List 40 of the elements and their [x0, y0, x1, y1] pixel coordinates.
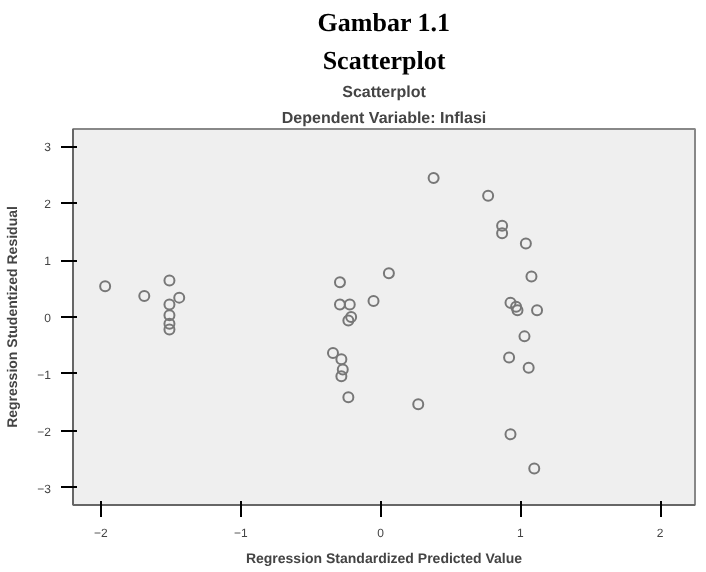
point [525, 270, 538, 283]
point [496, 219, 509, 232]
chart-subtitle: Dependent Variable: Inflasi [281, 109, 487, 127]
point [138, 289, 151, 302]
point [367, 295, 380, 308]
point [504, 296, 517, 309]
point [173, 291, 186, 304]
chart-title: Scatterplot [342, 83, 427, 101]
point [335, 370, 348, 383]
point [333, 298, 346, 311]
point [163, 309, 176, 322]
point [345, 311, 358, 323]
point [336, 363, 349, 376]
point [504, 428, 517, 441]
point [528, 462, 541, 475]
point [99, 280, 112, 293]
point [522, 361, 535, 374]
text: Gambar 1.1 [317, 7, 450, 37]
point [503, 351, 516, 364]
point [510, 300, 523, 313]
point [343, 298, 356, 311]
point [342, 314, 355, 327]
point [511, 304, 524, 317]
point [519, 237, 532, 250]
point [496, 227, 509, 240]
text: Scatterplot [322, 45, 447, 75]
point [427, 172, 440, 184]
point [412, 398, 425, 411]
point [326, 346, 339, 359]
point [482, 189, 495, 202]
point [163, 298, 176, 311]
point [335, 353, 348, 366]
point [163, 323, 176, 336]
point [518, 330, 531, 343]
point [342, 391, 355, 404]
point [333, 276, 346, 289]
point [163, 317, 176, 330]
point [163, 274, 176, 287]
point [531, 304, 544, 317]
point [382, 267, 395, 280]
